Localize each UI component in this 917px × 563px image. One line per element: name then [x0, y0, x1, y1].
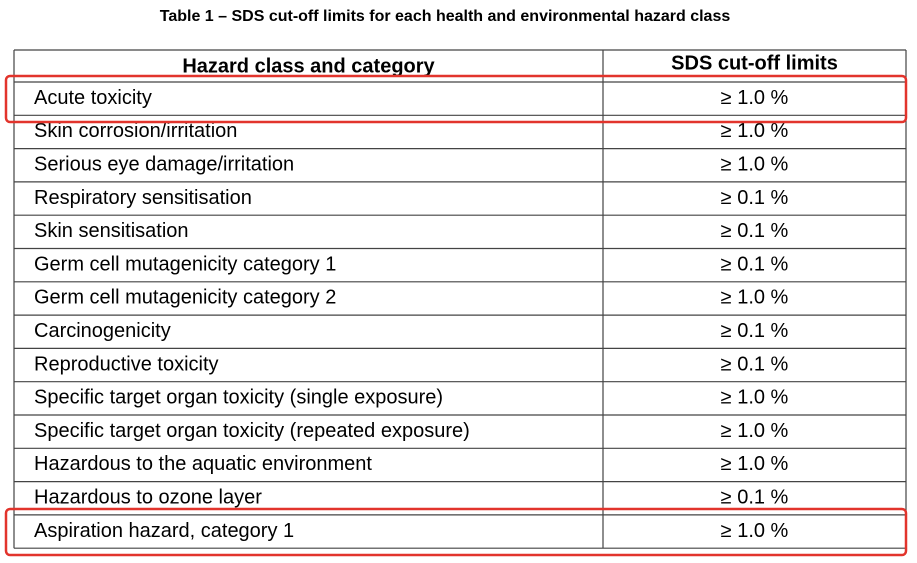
highlight-box	[4, 74, 908, 124]
cutoff-limit: ≥ 1.0 %	[721, 420, 789, 442]
hazard-class: Hazardous to ozone layer	[34, 487, 262, 509]
cutoff-limit: ≥ 1.0 %	[721, 453, 789, 475]
cutoff-limit: ≥ 0.1 %	[721, 353, 789, 375]
hazard-class: Reproductive toxicity	[34, 353, 219, 375]
cutoff-limit: ≥ 0.1 %	[721, 487, 789, 509]
cutoff-limit: ≥ 0.1 %	[721, 220, 789, 242]
highlight-box	[4, 507, 908, 557]
cutoff-limit: ≥ 0.1 %	[721, 320, 789, 342]
cutoff-limit: ≥ 1.0 %	[721, 287, 789, 309]
hazard-class: Skin sensitisation	[34, 220, 189, 242]
hazard-class: Germ cell mutagenicity category 2	[34, 287, 336, 309]
cutoff-limit: ≥ 1.0 %	[721, 120, 789, 142]
cutoff-limit: ≥ 1.0 %	[721, 387, 789, 409]
cutoff-limit: ≥ 0.1 %	[721, 187, 789, 209]
hazard-class: Germ cell mutagenicity category 1	[34, 253, 336, 275]
cutoff-limit: ≥ 0.1 %	[721, 253, 789, 275]
hazard-class: Skin corrosion/irritation	[34, 120, 237, 142]
table-title: Table 1 – SDS cut-off limits for each he…	[160, 8, 731, 25]
header-cell: Hazard class and category	[182, 55, 435, 77]
cutoff-limit: ≥ 1.0 %	[721, 87, 789, 109]
cutoff-limit: ≥ 1.0 %	[721, 520, 789, 542]
cutoff-limit: ≥ 1.0 %	[721, 154, 789, 176]
hazard-class: Aspiration hazard, category 1	[34, 520, 294, 542]
header-cell: SDS cut-off limits	[671, 52, 838, 74]
hazard-class: Specific target organ toxicity (single e…	[34, 387, 443, 409]
hazard-class: Carcinogenicity	[34, 320, 171, 342]
hazard-class: Serious eye damage/irritation	[34, 154, 294, 176]
hazard-class: Respiratory sensitisation	[34, 187, 252, 209]
table: Hazard class and category SDS cut-off lim…	[13, 49, 907, 549]
hazard-class: Hazardous to the aquatic environment	[34, 453, 372, 475]
hazard-class: Specific target organ toxicity (repeated…	[34, 420, 470, 442]
hazard-class: Acute toxicity	[34, 87, 152, 109]
